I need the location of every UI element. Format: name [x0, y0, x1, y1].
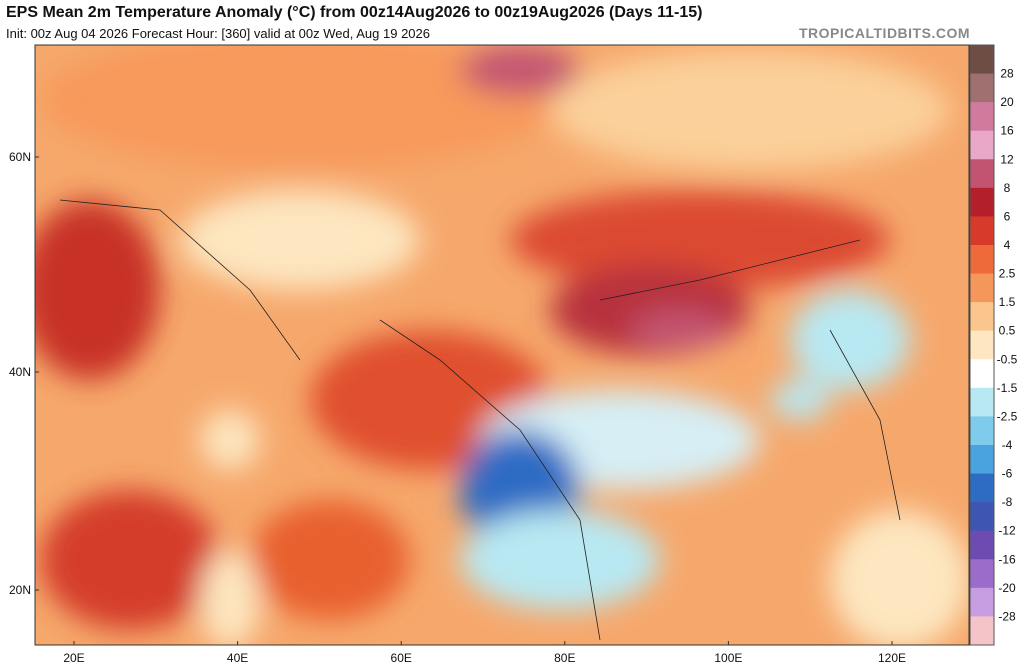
- colorbar-segment: [970, 45, 994, 75]
- lon-label: 40E: [227, 651, 248, 665]
- colorbar-label: 4: [1004, 238, 1011, 252]
- colorbar-segment: [970, 416, 994, 446]
- lon-label: 100E: [714, 651, 742, 665]
- colorbar-label: -6: [1002, 467, 1013, 481]
- colorbar-segment: [970, 502, 994, 532]
- colorbar-label: -20: [998, 581, 1016, 595]
- colorbar-label: 6: [1004, 209, 1011, 223]
- colorbar-segment: [970, 302, 994, 332]
- map-field: [35, 45, 969, 645]
- lon-label: 20E: [63, 651, 84, 665]
- colorbar-segment: [970, 73, 994, 103]
- colorbar-label: -2.5: [997, 409, 1018, 423]
- lon-label: 80E: [554, 651, 575, 665]
- colorbar-segment: [970, 273, 994, 303]
- lon-label: 120E: [878, 651, 906, 665]
- lat-label: 40N: [9, 365, 31, 379]
- colorbar-label: 0.5: [999, 324, 1016, 338]
- colorbar-label: 8: [1004, 181, 1011, 195]
- colorbar-segment: [970, 245, 994, 275]
- colorbar-label: 1.5: [999, 295, 1016, 309]
- site-name: TROPICALTIDBITS.COM: [798, 25, 970, 41]
- colorbar-segment: [970, 187, 994, 217]
- colorbar-segment: [970, 130, 994, 160]
- lat-label: 20N: [9, 583, 31, 597]
- lat-label: 60N: [9, 150, 31, 164]
- colorbar-label: -0.5: [997, 352, 1018, 366]
- colorbar-label: 16: [1000, 124, 1014, 138]
- colorbar-label: -8: [1002, 495, 1013, 509]
- colorbar-label: -28: [998, 609, 1016, 623]
- colorbar-segment: [970, 587, 994, 617]
- colorbar-label: -16: [998, 552, 1016, 566]
- colorbar: 28 20 16 12 8 6 4 2.5 1.5 0.5 -0.5 -1.5 -2.5 -4 -6 -8 -1…: [969, 44, 1018, 646]
- colorbar-segment: [970, 530, 994, 560]
- colorbar-segment: [970, 559, 994, 589]
- colorbar-label: -4: [1002, 438, 1013, 452]
- colorbar-segment: [970, 330, 994, 360]
- colorbar-segment: [970, 159, 994, 189]
- colorbar-label: -12: [998, 524, 1016, 538]
- colorbar-label: 12: [1000, 152, 1014, 166]
- colorbar-frame: [969, 44, 995, 646]
- colorbar-segment: [970, 359, 994, 389]
- map-subtitle: Init: 00z Aug 04 2026 Forecast Hour: [36…: [6, 26, 430, 41]
- colorbar-segment: [970, 387, 994, 417]
- lon-label: 60E: [391, 651, 412, 665]
- colorbar-label: 20: [1000, 95, 1014, 109]
- colorbar-label: 2.5: [999, 267, 1016, 281]
- colorbar-label: -1.5: [997, 381, 1018, 395]
- colorbar-segment: [970, 473, 994, 503]
- colorbar-segment: [970, 102, 994, 132]
- map-title: EPS Mean 2m Temperature Anomaly (°C) fro…: [6, 4, 703, 21]
- colorbar-segment: [970, 616, 994, 646]
- colorbar-label: 28: [1000, 67, 1014, 81]
- axis-labels: 60N 40N 20N 20E 40E 60E 80E 100E 120E: [9, 150, 906, 665]
- colorbar-segment: [970, 216, 994, 246]
- colorbar-segment: [970, 445, 994, 475]
